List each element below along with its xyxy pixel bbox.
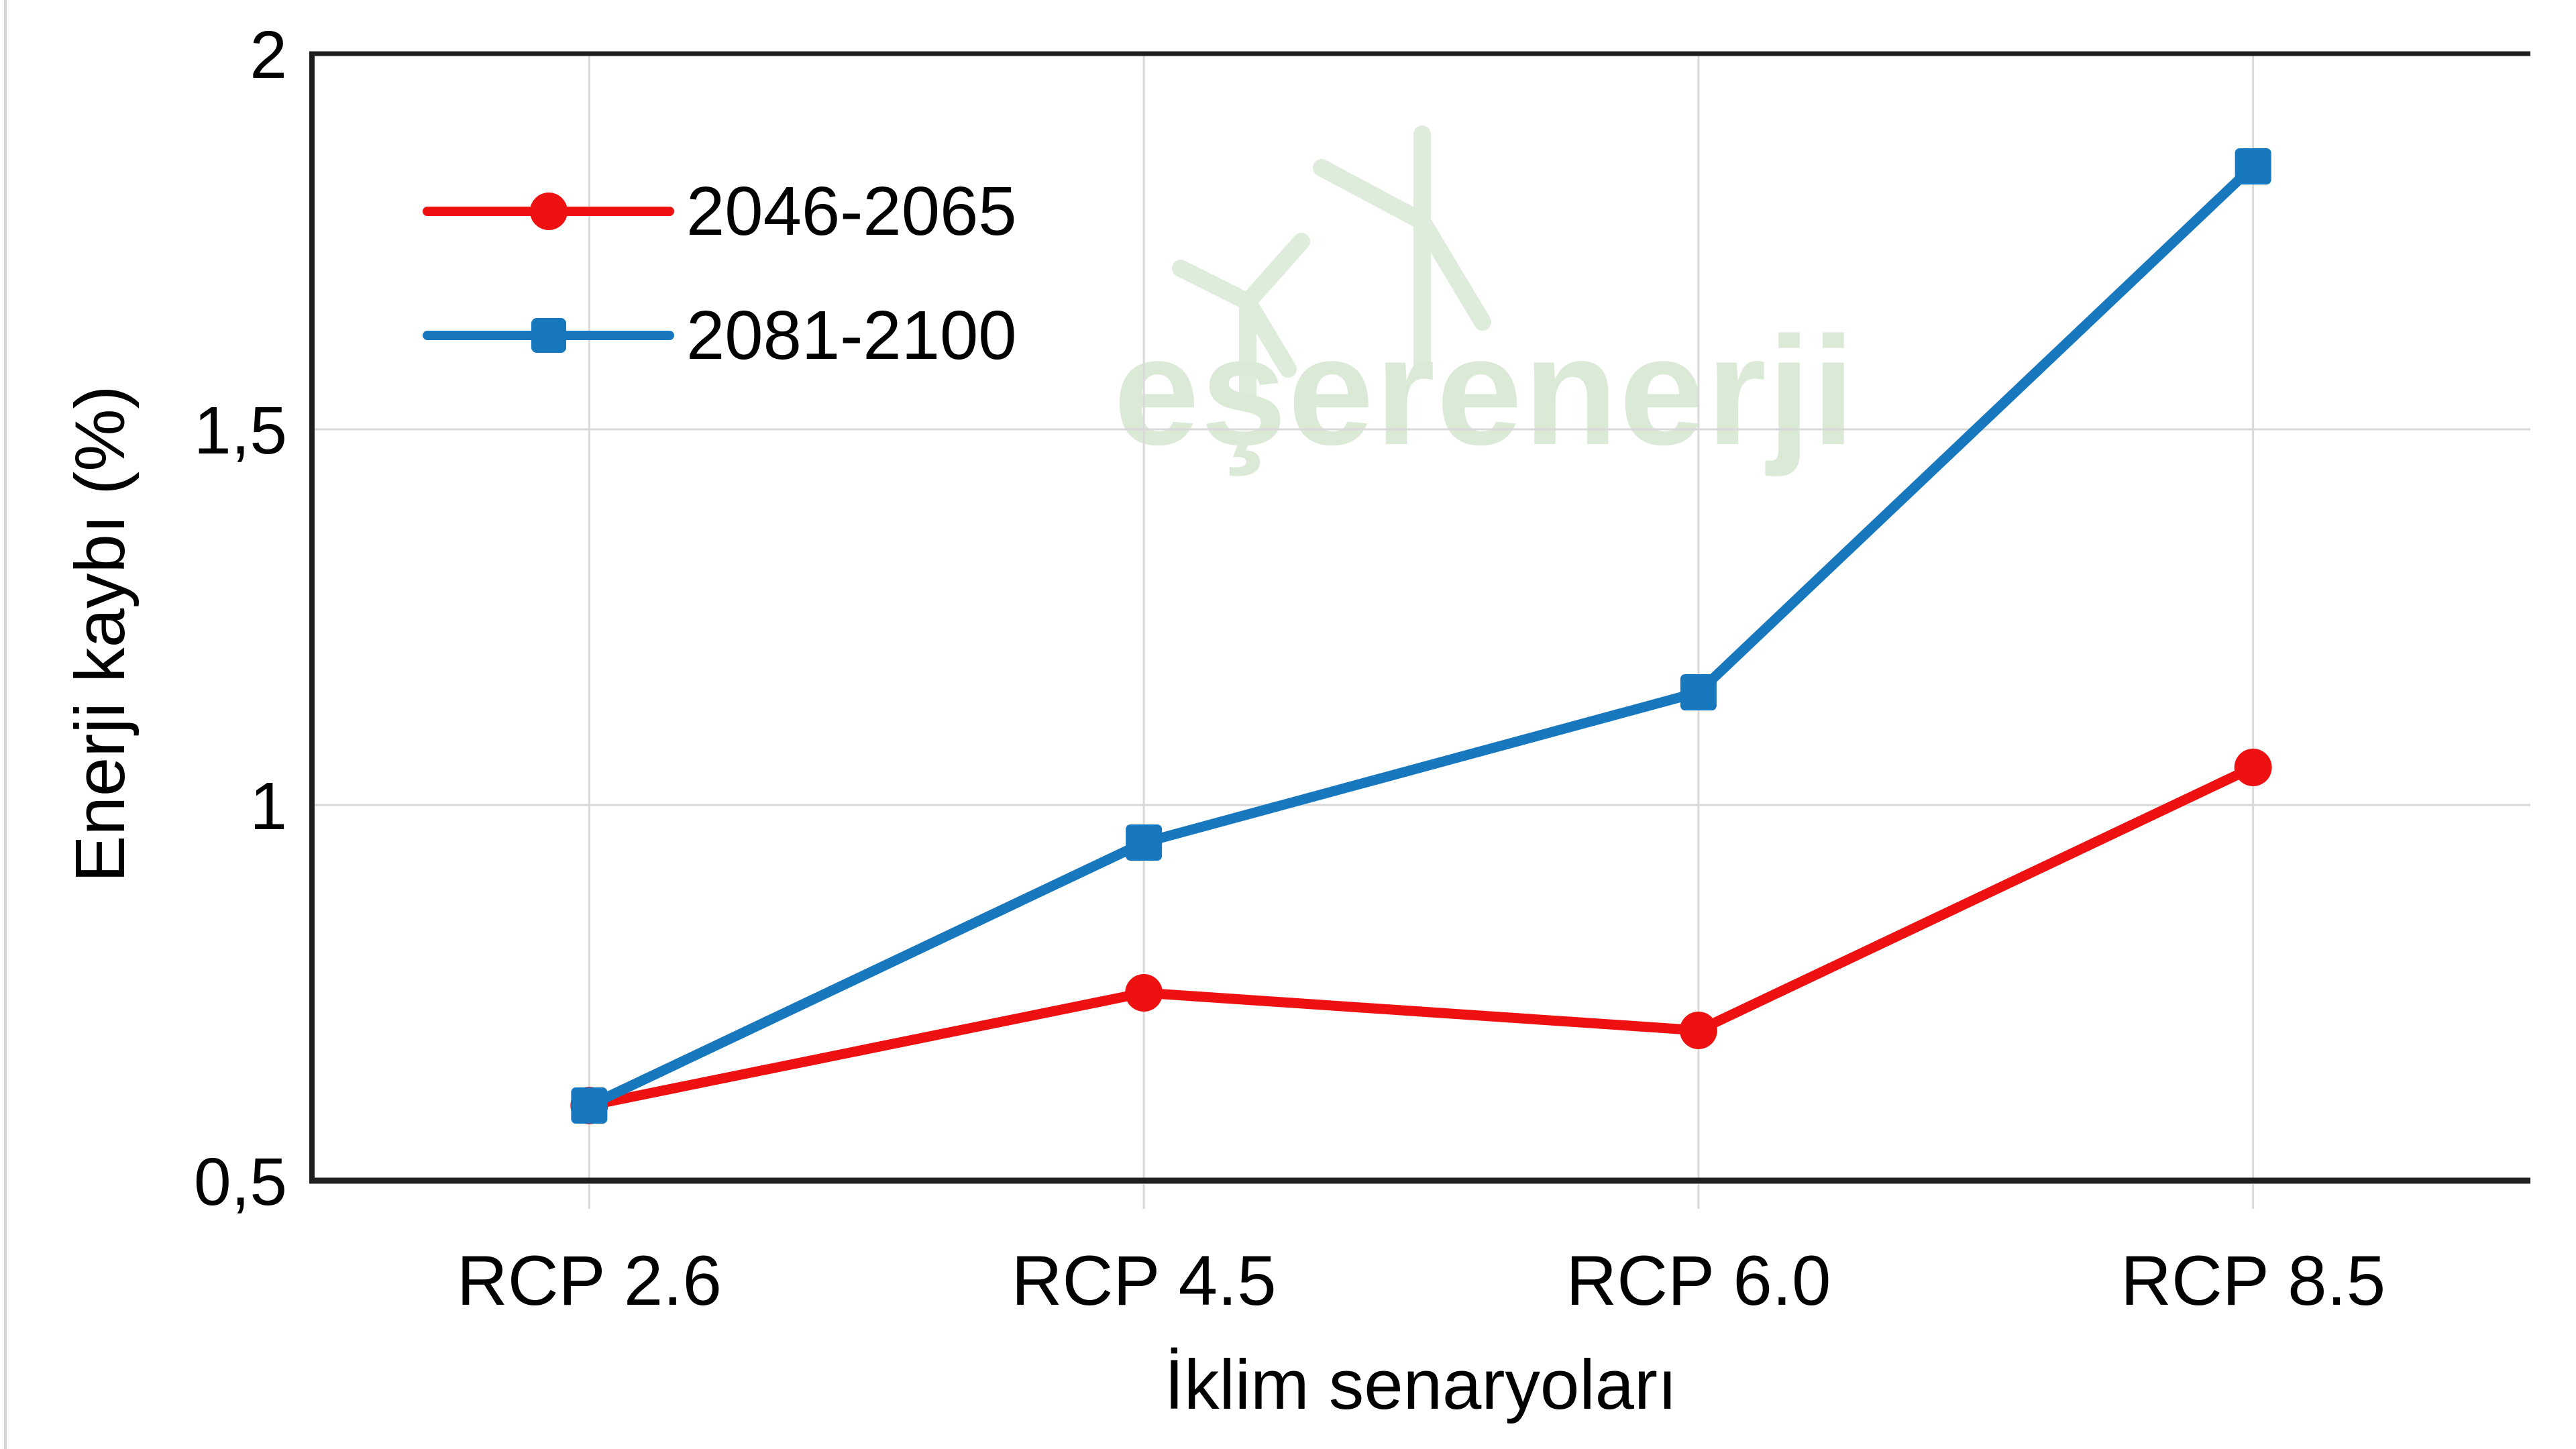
- series-line-2081-2100: [584, 161, 2259, 1111]
- data-point-circle-2046-2065-RCP 6.0: [1679, 1012, 1717, 1049]
- y-tick-label: 1: [250, 769, 287, 844]
- legend-sample-blue: [423, 292, 674, 379]
- data-point-circle-2046-2065-RCP 4.5: [1125, 974, 1163, 1012]
- y-tick-label: 2: [250, 17, 287, 93]
- x-tick-label: RCP 6.0: [1566, 1242, 1831, 1320]
- legend-sample-red: [423, 168, 674, 255]
- data-point-square-2081-2100-RCP 4.5: [1126, 824, 1163, 861]
- data-point-square-2081-2100-RCP 6.0: [1680, 674, 1717, 710]
- legend-label: 2046-2065: [686, 172, 1017, 250]
- x-tick-label: RCP 2.6: [457, 1242, 722, 1320]
- legend-label: 2081-2100: [686, 297, 1017, 374]
- y-axis-title: Enerji kaybı (%): [61, 385, 140, 883]
- legend-item-2046-2065: 2046-2065: [423, 168, 1017, 255]
- y-tick-label: 1,5: [194, 393, 287, 468]
- data-point-square-2081-2100-RCP 2.6: [571, 1087, 608, 1124]
- x-axis-title: İklim senaryoları: [1164, 1346, 1678, 1424]
- data-point-square-2081-2100-RCP 8.5: [2235, 148, 2271, 184]
- data-point-circle-2046-2065-RCP 8.5: [2234, 749, 2272, 786]
- legend-circle-marker-icon: [529, 193, 568, 230]
- x-tick-label: RCP 8.5: [2121, 1242, 2385, 1320]
- series-line-2046-2065: [584, 762, 2259, 1111]
- legend-square-marker-icon: [531, 318, 566, 353]
- y-tick-label: 0,5: [194, 1144, 287, 1220]
- legend: 2046-2065 2081-2100: [423, 168, 1017, 379]
- left-edge-line: [4, 0, 7, 1449]
- x-tick-label: RCP 4.5: [1012, 1242, 1277, 1320]
- legend-item-2081-2100: 2081-2100: [423, 292, 1017, 379]
